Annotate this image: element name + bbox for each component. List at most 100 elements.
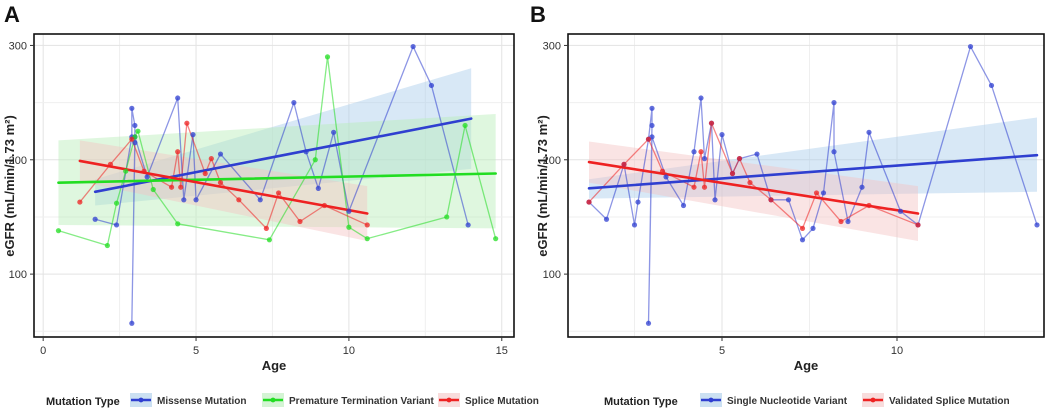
panel-a-point-missense-mutation xyxy=(193,197,199,203)
panel-b-point-single-nucleotide-variant xyxy=(698,95,704,101)
panel-b: B 5 10 100 200 300 Age eGFR (mL/min/1.73 m²… xyxy=(530,2,1045,408)
panel-a-point-missense-mutation xyxy=(346,208,352,214)
panel-a-point-missense-mutation xyxy=(217,151,224,157)
panel-b-point-single-nucleotide-variant xyxy=(831,149,837,155)
panel-a-point-missense-mutation xyxy=(132,140,138,146)
panel-b-x-ticks: 5 10 xyxy=(719,337,903,357)
panel-b-point-validated-splice-mutation xyxy=(698,149,704,155)
panel-a-point-splice-mutation xyxy=(297,218,303,225)
panel-b-point-single-nucleotide-variant xyxy=(712,197,718,203)
panel-b-legend-label: Validated Splice Mutation xyxy=(889,396,1010,407)
panel-b-confidence-bands xyxy=(589,117,1037,241)
panel-b-point-single-nucleotide-variant xyxy=(691,149,697,155)
panel-a-y-axis-title: eGFR (mL/min/1.73 m²) xyxy=(2,115,17,257)
panel-b-y-axis-title: eGFR (mL/min/1.73 m²) xyxy=(535,115,550,257)
panel-a-x-axis-title: Age xyxy=(262,358,287,373)
panel-b-y-tick-label: 100 xyxy=(543,269,561,281)
panel-a-point-splice-mutation xyxy=(141,168,147,174)
panel-a-point-splice-mutation xyxy=(107,161,114,167)
panel-a-band-missense-mutation xyxy=(95,68,472,206)
panel-a-x-tick-label: 10 xyxy=(343,345,355,357)
panel-a-point-splice-mutation xyxy=(275,190,282,196)
panel-a-point-premature-termination-variant xyxy=(312,157,318,163)
panel-a-point-missense-mutation xyxy=(129,320,135,326)
panel-b-point-single-nucleotide-variant xyxy=(680,202,687,209)
panel-a-point-premature-termination-variant xyxy=(113,200,120,206)
panel-a-point-missense-mutation xyxy=(181,197,187,203)
panel-b-point-validated-splice-mutation xyxy=(691,184,697,190)
panel-b-y-tick-label: 200 xyxy=(543,155,561,167)
panel-a-x-tick-label: 0 xyxy=(40,345,46,357)
panel-b-point-single-nucleotide-variant xyxy=(649,105,655,111)
panel-a-y-ticks: 100 200 300 xyxy=(9,40,34,281)
panel-a-point-missense-mutation xyxy=(190,132,196,138)
panel-a-point-splice-mutation xyxy=(217,180,224,186)
panel-b-point-validated-splice-mutation xyxy=(645,136,652,142)
panel-b-point-validated-splice-mutation xyxy=(621,161,627,167)
panel-a-legend-title: Mutation Type xyxy=(46,396,120,408)
panel-b-point-single-nucleotide-variant xyxy=(645,320,652,326)
panel-a-point-premature-termination-variant xyxy=(123,168,129,174)
panel-a-point-missense-mutation xyxy=(303,149,309,155)
panel-b-x-tick-label: 10 xyxy=(891,345,903,357)
panel-a-y-tick-label: 200 xyxy=(9,155,27,167)
panel-b-point-validated-splice-mutation xyxy=(747,180,753,186)
panel-a-point-missense-mutation xyxy=(113,222,120,228)
panel-b-point-validated-splice-mutation xyxy=(736,156,743,162)
panel-b-legend-title: Mutation Type xyxy=(604,396,678,408)
panel-a-point-premature-termination-variant xyxy=(104,242,110,249)
panel-a-legend-key-point xyxy=(270,397,276,403)
panel-a-y-tick-label: 300 xyxy=(9,40,27,52)
panel-a-legend-key-point xyxy=(446,397,452,403)
panel-a-point-splice-mutation xyxy=(263,225,269,231)
panel-a-point-splice-mutation xyxy=(184,120,190,126)
panel-b-line-single-nucleotide-variant xyxy=(588,45,1038,324)
panel-a-x-tick-label: 5 xyxy=(193,345,199,357)
panel-a-point-splice-mutation xyxy=(178,184,184,190)
panel-b-point-validated-splice-mutation xyxy=(838,218,844,225)
panel-b-point-single-nucleotide-variant xyxy=(663,174,669,180)
panel-b-trend-single-nucleotide-variant xyxy=(587,153,1039,190)
panel-b-point-single-nucleotide-variant xyxy=(866,129,872,135)
panel-b-point-single-nucleotide-variant xyxy=(701,156,708,162)
panel-b-y-ticks: 100 200 300 xyxy=(543,40,568,281)
panel-b-point-single-nucleotide-variant xyxy=(635,199,641,205)
panel-b-point-single-nucleotide-variant xyxy=(603,216,610,222)
panel-b-point-single-nucleotide-variant xyxy=(897,208,904,214)
panel-b-point-single-nucleotide-variant xyxy=(649,122,655,129)
panel-a-point-missense-mutation xyxy=(410,43,416,50)
panel-a-point-missense-mutation xyxy=(465,222,471,228)
panel-b-point-validated-splice-mutation xyxy=(708,120,715,126)
panel-b-point-single-nucleotide-variant xyxy=(631,222,638,228)
panel-a-point-missense-mutation xyxy=(315,185,321,191)
panel-a-confidence-bands xyxy=(58,68,496,241)
panel-b-point-single-nucleotide-variant xyxy=(831,100,837,106)
panel-a-point-splice-mutation xyxy=(202,170,208,177)
panel-a-point-premature-termination-variant xyxy=(55,228,62,234)
panel-a-trend-premature-termination-variant xyxy=(57,172,497,184)
panel-a-x-ticks: 0 5 10 15 xyxy=(40,337,508,357)
panel-a-point-premature-termination-variant xyxy=(444,214,450,220)
panel-b-point-single-nucleotide-variant xyxy=(859,184,865,190)
panel-a-point-missense-mutation xyxy=(428,82,435,89)
panel-b-point-validated-splice-mutation xyxy=(799,225,806,231)
panel-b-point-validated-splice-mutation xyxy=(813,190,820,196)
panel-a-point-premature-termination-variant xyxy=(266,237,273,243)
panel-a-point-missense-mutation xyxy=(331,129,337,135)
panel-a-points xyxy=(55,43,499,326)
panel-a: A 0 5 10 15 100 200 300 Age eGFR (mL/min/1.73… xyxy=(2,2,539,408)
panel-a-point-missense-mutation xyxy=(291,100,297,106)
panel-b-point-single-nucleotide-variant xyxy=(810,225,816,231)
panel-a-point-splice-mutation xyxy=(236,197,242,203)
panel-a-point-premature-termination-variant xyxy=(324,54,331,60)
panel-b-point-validated-splice-mutation xyxy=(915,222,921,228)
panel-a-y-tick-label: 100 xyxy=(9,269,27,281)
panel-a-legend-label: Premature Termination Variant xyxy=(289,396,435,407)
panel-b-point-single-nucleotide-variant xyxy=(967,43,974,50)
panel-a-x-tick-label: 15 xyxy=(496,345,508,357)
panel-a-point-missense-mutation xyxy=(129,105,135,111)
panel-a-point-missense-mutation xyxy=(257,197,263,203)
panel-a-band-premature-termination-variant xyxy=(58,114,496,229)
panel-b-legend-key-point xyxy=(708,397,714,403)
